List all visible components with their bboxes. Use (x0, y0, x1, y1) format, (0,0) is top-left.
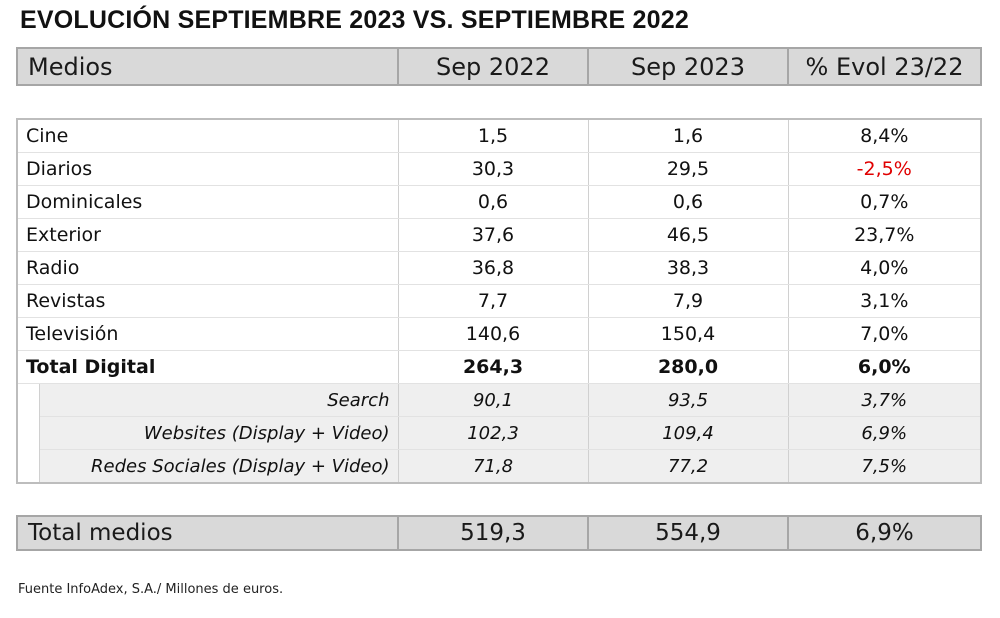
header-medios: Medios (16, 47, 399, 86)
row-evol: 8,4% (788, 119, 982, 153)
row-sep-2023: 0,6 (588, 185, 789, 219)
subtable-row: Search 90,1 93,5 3,7% (17, 383, 982, 417)
subrow-sep-2023: 77,2 (588, 449, 789, 484)
header-row: Medios Sep 2022 Sep 2023 % Evol 23/22 (16, 47, 982, 86)
media-table-body: Cine 1,5 1,6 8,4% Diarios 30,3 29,5 -2,5% Domini… (16, 118, 982, 484)
row-label: Televisión (17, 317, 399, 351)
source-footnote: Fuente InfoAdex, S.A./ Millones de euros… (18, 582, 284, 597)
row-evol: -2,5% (788, 152, 982, 186)
row-label: Exterior (17, 218, 399, 252)
subrow-label: Search (39, 383, 399, 417)
header-evol: % Evol 23/22 (787, 47, 982, 86)
row-sep-2023: 280,0 (588, 350, 789, 384)
row-label: Cine (17, 119, 399, 153)
header-sep-2022: Sep 2022 (397, 47, 589, 86)
row-sep-2023: 7,9 (588, 284, 789, 318)
subrow-label: Redes Sociales (Display + Video) (39, 449, 399, 484)
table-row: Exterior 37,6 46,5 23,7% (17, 218, 982, 252)
header-sep-2023: Sep 2023 (587, 47, 789, 86)
row-sep-2022: 36,8 (398, 251, 589, 285)
total-sep-2022: 519,3 (397, 515, 589, 551)
row-label: Diarios (17, 152, 399, 186)
row-sep-2022: 0,6 (398, 185, 589, 219)
table-row: Dominicales 0,6 0,6 0,7% (17, 185, 982, 219)
total-evol: 6,9% (787, 515, 982, 551)
row-evol: 7,0% (788, 317, 982, 351)
row-sep-2023: 150,4 (588, 317, 789, 351)
indent-spacer (17, 416, 40, 450)
row-sep-2022: 140,6 (398, 317, 589, 351)
subrow-label: Websites (Display + Video) (39, 416, 399, 450)
total-label: Total medios (16, 515, 399, 551)
row-sep-2022: 30,3 (398, 152, 589, 186)
table-row: Televisión 140,6 150,4 7,0% (17, 317, 982, 351)
total-sep-2023: 554,9 (587, 515, 789, 551)
indent-spacer (17, 383, 40, 417)
table-row: Cine 1,5 1,6 8,4% (17, 119, 982, 153)
row-label: Radio (17, 251, 399, 285)
subrow-evol: 3,7% (788, 383, 982, 417)
row-sep-2023: 38,3 (588, 251, 789, 285)
row-sep-2022: 7,7 (398, 284, 589, 318)
row-evol: 6,0% (788, 350, 982, 384)
row-evol: 3,1% (788, 284, 982, 318)
subrow-sep-2022: 90,1 (398, 383, 589, 417)
indent-spacer (17, 449, 40, 483)
row-sep-2022: 37,6 (398, 218, 589, 252)
table-row: Total Digital 264,3 280,0 6,0% (17, 350, 982, 384)
subrow-evol: 7,5% (788, 449, 982, 484)
table-row: Revistas 7,7 7,9 3,1% (17, 284, 982, 318)
subrow-sep-2022: 71,8 (398, 449, 589, 484)
subrow-sep-2023: 109,4 (588, 416, 789, 450)
row-sep-2023: 1,6 (588, 119, 789, 153)
row-evol: 0,7% (788, 185, 982, 219)
row-sep-2022: 264,3 (398, 350, 589, 384)
row-sep-2023: 46,5 (588, 218, 789, 252)
row-sep-2022: 1,5 (398, 119, 589, 153)
total-row: Total medios 519,3 554,9 6,9% (16, 515, 982, 551)
subrow-sep-2022: 102,3 (398, 416, 589, 450)
subtable-row: Websites (Display + Video) 102,3 109,4 6,9% (17, 416, 982, 450)
row-evol: 4,0% (788, 251, 982, 285)
row-evol: 23,7% (788, 218, 982, 252)
row-sep-2023: 29,5 (588, 152, 789, 186)
row-label: Dominicales (17, 185, 399, 219)
row-label: Revistas (17, 284, 399, 318)
table-title: EVOLUCIÓN SEPTIEMBRE 2023 VS. SEPTIEMBRE… (20, 6, 689, 34)
subrow-evol: 6,9% (788, 416, 982, 450)
row-label: Total Digital (17, 350, 399, 384)
table-row: Diarios 30,3 29,5 -2,5% (17, 152, 982, 186)
table-row: Radio 36,8 38,3 4,0% (17, 251, 982, 285)
subtable-row: Redes Sociales (Display + Video) 71,8 77,2… (17, 449, 982, 484)
subrow-sep-2023: 93,5 (588, 383, 789, 417)
